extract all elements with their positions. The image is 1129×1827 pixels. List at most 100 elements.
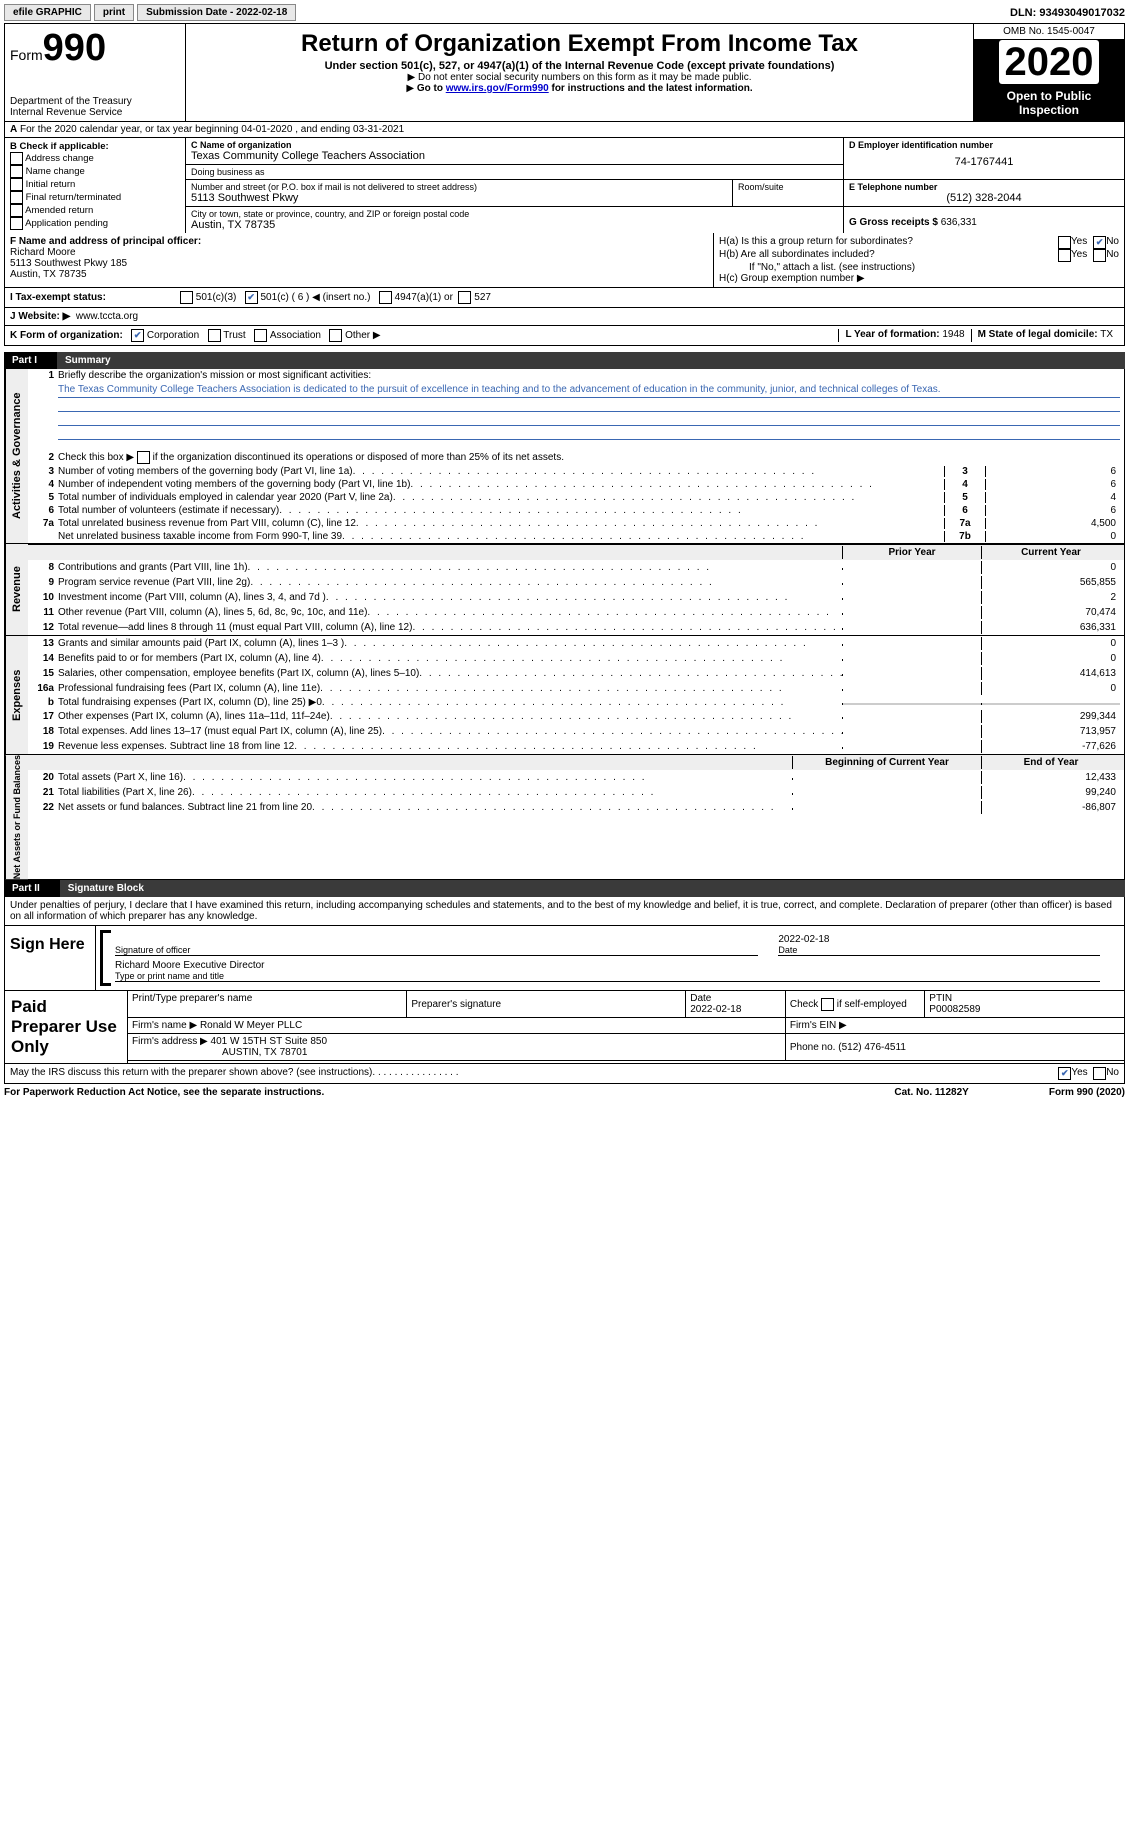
city-label: City or town, state or province, country… xyxy=(191,209,838,219)
section-f-h: F Name and address of principal officer:… xyxy=(4,233,1125,288)
ptin-label: PTIN xyxy=(929,993,952,1004)
domicile-label: M State of legal domicile: xyxy=(978,329,1098,340)
officer-name: Richard Moore xyxy=(10,247,708,258)
addr-label: Number and street (or P.O. box if mail i… xyxy=(191,182,727,192)
discuss-row: May the IRS discuss this return with the… xyxy=(4,1064,1125,1084)
preparer-section: Paid Preparer Use Only Print/Type prepar… xyxy=(4,991,1125,1064)
hb-yes-checkbox[interactable] xyxy=(1058,249,1071,262)
room-label: Room/suite xyxy=(738,182,838,192)
dba-label: Doing business as xyxy=(191,167,838,177)
firm-name-label: Firm's name ▶ xyxy=(132,1020,197,1031)
opt-other: Other ▶ xyxy=(345,330,380,341)
ein-label: D Employer identification number xyxy=(849,140,993,150)
501c3-checkbox[interactable] xyxy=(180,291,193,304)
summary-line: 16aProfessional fundraising fees (Part I… xyxy=(28,681,1124,696)
box-b-item[interactable]: Name change xyxy=(10,165,180,178)
summary-line: 21Total liabilities (Part X, line 26)99,… xyxy=(28,785,1124,800)
opt-527: 527 xyxy=(474,292,491,303)
501c-checkbox[interactable] xyxy=(245,291,258,304)
opt-501c: 501(c) ( 6 ) ◀ (insert no.) xyxy=(260,292,370,303)
yes-label2: Yes xyxy=(1071,249,1087,262)
dln: DLN: 93493049017032 xyxy=(1010,7,1125,19)
yes-label: Yes xyxy=(1071,236,1087,249)
box-f: F Name and address of principal officer:… xyxy=(5,233,714,287)
summary-line: 4Number of independent voting members of… xyxy=(28,478,1124,491)
tax-exempt-label: I Tax-exempt status: xyxy=(10,292,106,303)
summary-line: 13Grants and similar amounts paid (Part … xyxy=(28,636,1124,651)
summary-revenue: Revenue b Prior Year Current Year 8Contr… xyxy=(4,544,1125,636)
footer-mid: Cat. No. 11282Y xyxy=(894,1087,968,1098)
signature-bracket-icon xyxy=(100,930,111,986)
box-g: G Gross receipts $ 636,331 xyxy=(844,207,1124,230)
trust-checkbox[interactable] xyxy=(208,329,221,342)
prior-year-header: Prior Year xyxy=(842,546,981,559)
summary-line: 18Total expenses. Add lines 13–17 (must … xyxy=(28,724,1124,739)
domicile: TX xyxy=(1100,329,1113,340)
summary-line: 12Total revenue—add lines 8 through 11 (… xyxy=(28,620,1124,635)
website-value: www.tccta.org xyxy=(76,311,138,322)
form-org-label: K Form of organization: xyxy=(10,330,123,341)
firm-ein-label: Firm's EIN ▶ xyxy=(790,1020,847,1031)
year-formation: 1948 xyxy=(942,329,964,340)
ha-no-checkbox[interactable] xyxy=(1093,236,1106,249)
corp-checkbox[interactable] xyxy=(131,329,144,342)
summary-line: 3Number of voting members of the governi… xyxy=(28,465,1124,478)
527-checkbox[interactable] xyxy=(458,291,471,304)
tax-year: 2020 xyxy=(974,40,1124,85)
firm-addr1: 401 W 15TH ST Suite 850 xyxy=(211,1036,328,1047)
opt-assoc: Association xyxy=(270,330,321,341)
discuss-no: No xyxy=(1106,1067,1119,1080)
summary-line: bTotal fundraising expenses (Part IX, co… xyxy=(28,696,1124,709)
addr-value: 5113 Southwest Pkwy xyxy=(191,192,727,204)
box-c-city: City or town, state or province, country… xyxy=(186,207,843,233)
prep-date: 2022-02-18 xyxy=(690,1004,741,1015)
footer-right: Form 990 (2020) xyxy=(1049,1087,1125,1098)
mission-text: The Texas Community College Teachers Ass… xyxy=(28,382,1124,442)
efile-button[interactable]: efile GRAPHIC xyxy=(4,4,91,21)
discuss-no-checkbox[interactable] xyxy=(1093,1067,1106,1080)
city-value: Austin, TX 78735 xyxy=(191,219,838,231)
box-b-item[interactable]: Final return/terminated xyxy=(10,191,180,204)
line2-checkbox[interactable] xyxy=(137,451,150,464)
row-a-text: For the 2020 calendar year, or tax year … xyxy=(20,124,404,135)
summary-line: 7aTotal unrelated business revenue from … xyxy=(28,517,1124,530)
omb-number: OMB No. 1545-0047 xyxy=(974,24,1124,40)
type-name-caption: Type or print name and title xyxy=(115,971,1100,981)
submission-date: Submission Date - 2022-02-18 xyxy=(137,4,296,21)
print-button[interactable]: print xyxy=(94,4,134,21)
ptin-value: P00082589 xyxy=(929,1004,980,1015)
officer-typed-name: Richard Moore Executive Director xyxy=(115,960,1100,971)
website-label: J Website: ▶ xyxy=(10,311,70,322)
summary-line: 19Revenue less expenses. Subtract line 1… xyxy=(28,739,1124,754)
box-b: B Check if applicable: Address change Na… xyxy=(5,138,186,233)
no-label: No xyxy=(1106,236,1119,249)
sig-officer-caption: Signature of officer xyxy=(115,945,758,955)
irs-link[interactable]: www.irs.gov/Form990 xyxy=(446,83,549,94)
gross-value: 636,331 xyxy=(941,217,977,228)
box-b-item[interactable]: Initial return xyxy=(10,178,180,191)
4947-checkbox[interactable] xyxy=(379,291,392,304)
summary-line: 15Salaries, other compensation, employee… xyxy=(28,666,1124,681)
other-checkbox[interactable] xyxy=(329,329,342,342)
sig-date-value: 2022-02-18 xyxy=(778,934,1100,945)
sign-here-section: Sign Here Signature of officer 2022-02-1… xyxy=(4,926,1125,991)
discuss-yes-checkbox[interactable] xyxy=(1058,1067,1071,1080)
firm-phone: (512) 476-4511 xyxy=(838,1042,906,1053)
box-b-item[interactable]: Address change xyxy=(10,152,180,165)
opt-trust: Trust xyxy=(223,330,245,341)
firm-phone-label: Phone no. xyxy=(790,1042,836,1053)
self-employed-checkbox[interactable] xyxy=(821,998,834,1011)
year-formation-label: L Year of formation: xyxy=(845,329,939,340)
ha-label: H(a) Is this a group return for subordin… xyxy=(719,236,1058,249)
ha-yes-checkbox[interactable] xyxy=(1058,236,1071,249)
footer-left: For Paperwork Reduction Act Notice, see … xyxy=(4,1087,324,1098)
box-b-item[interactable]: Application pending xyxy=(10,217,180,230)
prep-name-label: Print/Type preparer's name xyxy=(132,993,402,1004)
part1-num: Part I xyxy=(12,355,37,366)
page-footer: For Paperwork Reduction Act Notice, see … xyxy=(4,1084,1125,1101)
form-title: Return of Organization Exempt From Incom… xyxy=(196,30,963,58)
assoc-checkbox[interactable] xyxy=(254,329,267,342)
hb-no-checkbox[interactable] xyxy=(1093,249,1106,262)
box-b-item[interactable]: Amended return xyxy=(10,204,180,217)
summary-line: 20Total assets (Part X, line 16)12,433 xyxy=(28,770,1124,785)
